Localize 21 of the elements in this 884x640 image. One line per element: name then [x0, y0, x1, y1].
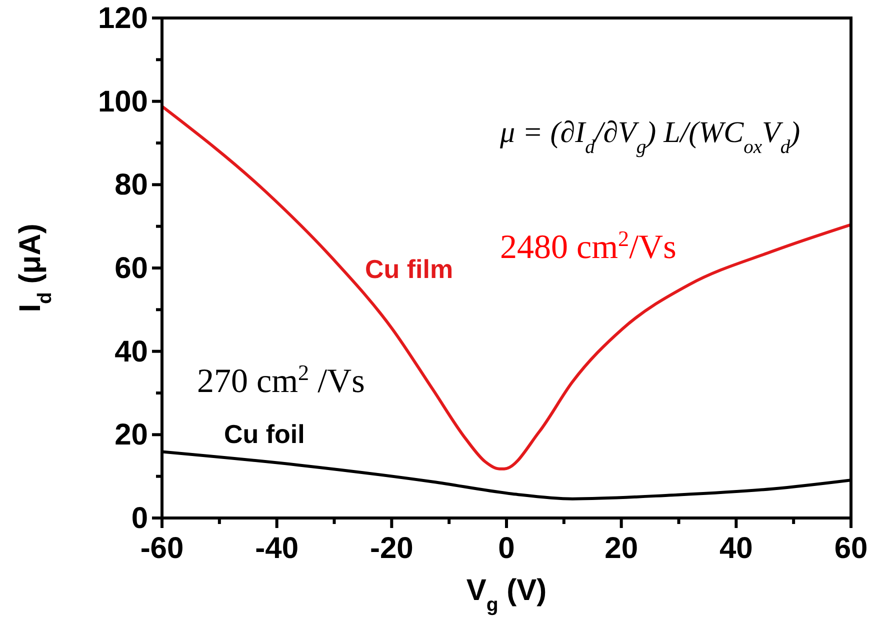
y-tick-label: 0 [131, 502, 148, 535]
x-tick-label: 40 [719, 532, 753, 565]
text: μ = (∂I$_{d}$/∂V$_{g}$) L/(WC$_{ox}$V$_{d}$) [500, 116, 800, 158]
line-series [160, 104, 852, 470]
y-tick-label: 60 [114, 252, 148, 285]
series-label: Cu film [365, 254, 454, 284]
y-tick-label: 20 [114, 418, 148, 452]
series-label: Cu foil [224, 419, 305, 449]
annotation: 270 cm$^{2}$ /Vs [197, 360, 365, 400]
x-axis-title: V$_{g}$ (V) [466, 574, 547, 616]
x-tick-label: 20 [604, 532, 638, 565]
y-tick-label: 120 [98, 2, 148, 35]
x-tick-label: 0 [498, 532, 515, 565]
y-tick-label: 80 [114, 168, 148, 202]
x-tick-label: -20 [370, 532, 414, 565]
x-tick-label: -60 [140, 532, 184, 565]
y-tick-label: 40 [114, 335, 148, 368]
y-tick-label: 100 [98, 85, 148, 118]
annotation: 2480 cm$^{2}$/Vs [500, 226, 676, 266]
x-tick-label: -40 [255, 532, 299, 565]
x-tick-label: 60 [834, 532, 868, 565]
